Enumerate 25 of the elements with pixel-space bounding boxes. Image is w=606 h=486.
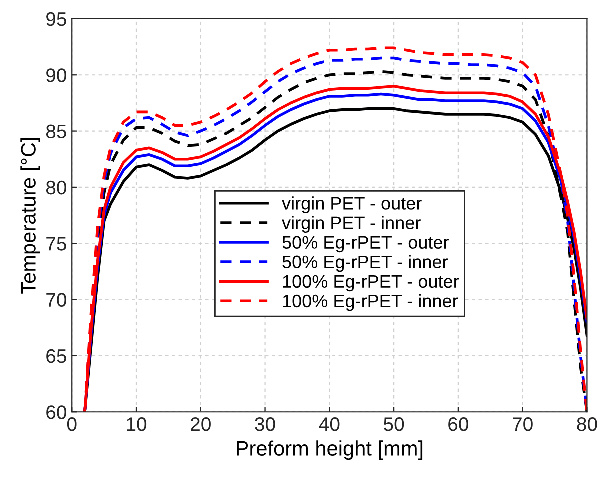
legend-label: 50% Eg-rPET - inner [282,255,448,272]
y-tick-label: 65 [46,349,66,364]
x-tick-label: 10 [127,418,147,432]
y-tick-label: 75 [46,237,66,251]
y-tick-label: 70 [46,293,66,308]
legend-label: 50% Eg-rPET - outer [282,236,449,253]
legend-label: virgin PET - inner [282,216,421,234]
x-tick-label: 0 [67,418,77,432]
x-axis-title: Preform height [mm] [237,440,423,460]
x-tick-label: 40 [319,418,340,432]
y-axis-title: Temperature [°C] [20,138,40,294]
y-tick-label: 80 [46,180,66,195]
y-tick-label: 60 [46,406,66,420]
x-tick-label: 30 [255,418,276,432]
y-tick-label: 95 [46,12,66,26]
legend-label: 100% Eg-rPET - inner [283,294,458,312]
y-tick-label: 85 [46,124,66,139]
y-tick-label: 90 [46,68,66,82]
x-tick-label: 70 [513,418,533,432]
x-tick-label: 80 [577,418,598,432]
legend-label: virgin PET - outer [282,196,422,214]
x-tick-label: 50 [384,418,404,432]
legend-label: 100% Eg-rPET - outer [283,275,460,292]
x-tick-label: 60 [448,418,468,432]
x-tick-label: 20 [191,418,211,432]
